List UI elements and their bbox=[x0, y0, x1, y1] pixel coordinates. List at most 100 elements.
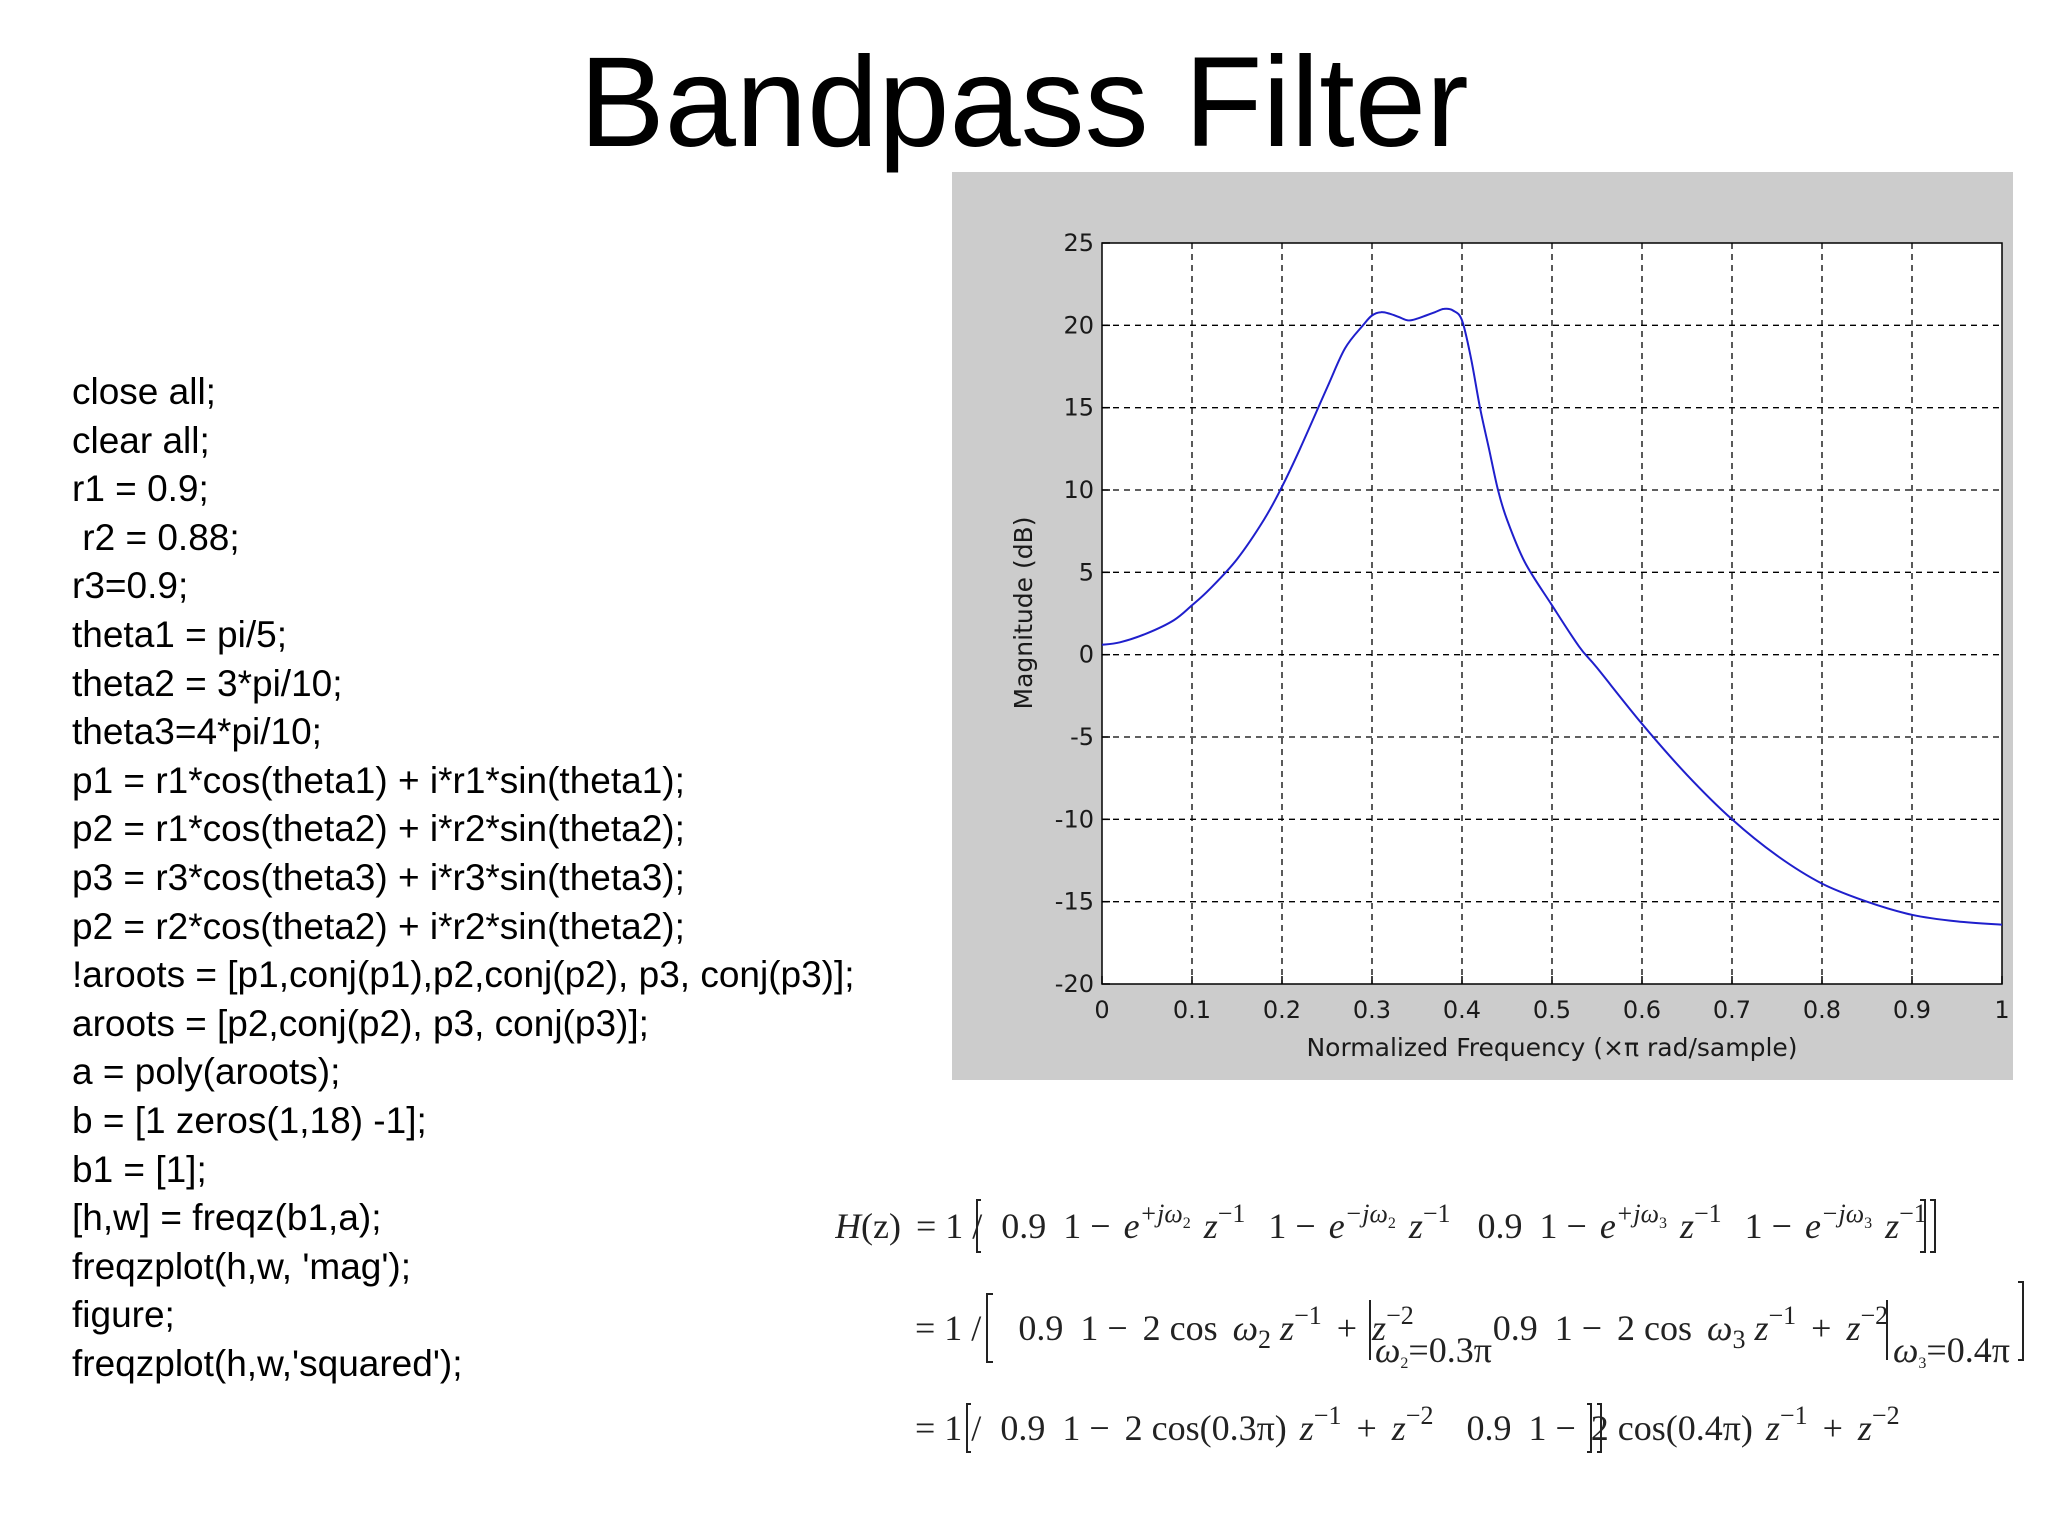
frequency-response-chart: 0 0.1 0.2 0.3 0.4 0.5 0.6 0.7 0.8 0.9 1 -20 -15 -10 -5… bbox=[952, 172, 2013, 1080]
code-line: r3=0.9; bbox=[72, 565, 189, 607]
eq1-sub-b: 2 bbox=[1388, 1215, 1396, 1232]
code-line: p1 = r1*cos(theta1) + i*r1*sin(theta1); bbox=[72, 759, 685, 801]
x-tick-label: 0.5 bbox=[1533, 996, 1571, 1024]
code-line: r2 = 0.88; bbox=[72, 516, 240, 558]
tick-labels: 0 0.1 0.2 0.3 0.4 0.5 0.6 0.7 0.8 0.9 1 -20 -15 -10 -5… bbox=[1055, 229, 2010, 1024]
eq1-z-b: z bbox=[1408, 1206, 1423, 1246]
series-line-magnitude bbox=[1101, 307, 2003, 926]
code-line: !aroots = [p1,conj(p1),p2,conj(p2), p3, … bbox=[72, 954, 855, 996]
eq1-exp-b: −jω bbox=[1345, 1199, 1388, 1228]
eq1-coef-b: 0.9 bbox=[1478, 1206, 1523, 1246]
eq3-plus-b: + bbox=[1823, 1408, 1843, 1448]
eq3-zinv2-b: −2 bbox=[1872, 1401, 1900, 1430]
eq1-zinv-c: −1 bbox=[1694, 1199, 1722, 1228]
x-tick-label: 0.2 bbox=[1263, 996, 1301, 1024]
eq1-brackets bbox=[976, 1199, 1936, 1253]
eq2-one-minus-a: 1 − bbox=[1080, 1308, 1127, 1348]
eq1-one-minus-d: 1 − bbox=[1745, 1206, 1792, 1246]
eq3-one-minus-a: 1 − bbox=[1062, 1408, 1109, 1448]
y-tick-label: -10 bbox=[1055, 805, 1094, 833]
eq1-exp-a: +jω bbox=[1140, 1199, 1183, 1228]
code-line: p2 = r2*cos(theta2) + i*r2*sin(theta2); bbox=[72, 905, 685, 947]
eq1-z-d: z bbox=[1884, 1206, 1899, 1246]
eq2-eval-w3: ω3=0.4π bbox=[1893, 1330, 2010, 1372]
eq3-one-over: = 1 / bbox=[915, 1408, 981, 1448]
eq3-z-a: z bbox=[1299, 1408, 1314, 1448]
x-axis-label: Normalized Frequency (×π rad/sample) bbox=[1306, 1033, 1797, 1062]
x-tick-label: 1 bbox=[1994, 996, 2009, 1024]
eq2-two-cos-a: 2 cos bbox=[1143, 1308, 1218, 1348]
eq2-zinv-b: −1 bbox=[1768, 1301, 1796, 1330]
eq2-z2-b: z bbox=[1845, 1308, 1860, 1348]
eq2-one-minus-b: 1 − bbox=[1555, 1308, 1602, 1348]
code-line: r1 = 0.9; bbox=[72, 468, 209, 510]
eq2-plus-b: + bbox=[1811, 1308, 1831, 1348]
code-line: freqzplot(h,w, 'mag'); bbox=[72, 1245, 412, 1287]
eq3-zinv-b: −1 bbox=[1780, 1401, 1808, 1430]
eq1-z-a: z bbox=[1203, 1206, 1218, 1246]
eq2-coef-b: 0.9 bbox=[1493, 1308, 1538, 1348]
y-tick-label: 20 bbox=[1063, 311, 1094, 339]
eq3-coef-a: 0.9 bbox=[1000, 1408, 1045, 1448]
chart-svg: 0 0.1 0.2 0.3 0.4 0.5 0.6 0.7 0.8 0.9 1 -20 -15 -10 -5… bbox=[952, 172, 2013, 1080]
eq1-e-b: e bbox=[1329, 1206, 1345, 1246]
eq1-e-c: e bbox=[1600, 1206, 1616, 1246]
eq2-sub-b: 3 bbox=[1732, 1325, 1745, 1354]
slide-title: Bandpass Filter bbox=[579, 31, 1469, 174]
x-tick-label: 0.4 bbox=[1443, 996, 1481, 1024]
eq3-cos03: 2 cos(0.3π) bbox=[1125, 1408, 1287, 1448]
code-line: figure; bbox=[72, 1294, 175, 1336]
y-tick-label: 10 bbox=[1063, 476, 1094, 504]
eq2-coef-a: 0.9 bbox=[1018, 1308, 1063, 1348]
eq2-z-b: z bbox=[1753, 1308, 1768, 1348]
x-tick-label: 0.9 bbox=[1893, 996, 1931, 1024]
eq3-zinv2-a: −2 bbox=[1406, 1401, 1434, 1430]
eq1-one-minus-b: 1 − bbox=[1268, 1206, 1315, 1246]
eq1-exp-d: −jω bbox=[1821, 1199, 1864, 1228]
eq1-sub-c: 3 bbox=[1659, 1215, 1667, 1232]
eq1-zinv-d: −1 bbox=[1899, 1199, 1927, 1228]
y-tick-label: 15 bbox=[1063, 394, 1094, 422]
eq3-z2-b: z bbox=[1857, 1408, 1872, 1448]
y-tick-label: -20 bbox=[1055, 970, 1094, 998]
eq1-sub-a: 2 bbox=[1183, 1215, 1191, 1232]
eq2-eval-w2: ω2=0.3π bbox=[1375, 1330, 1492, 1372]
code-line: theta3=4*pi/10; bbox=[72, 711, 322, 753]
eq3-z2-a: z bbox=[1391, 1408, 1406, 1448]
eq1-one-minus-a: 1 − bbox=[1063, 1206, 1110, 1246]
code-line: p2 = r1*cos(theta2) + i*r2*sin(theta2); bbox=[72, 808, 685, 850]
eq1-H: H bbox=[835, 1206, 863, 1246]
y-tick-label: 25 bbox=[1063, 229, 1094, 257]
eq-line-3: = 1 / 0.9 1 − 2 cos(0.3π) z−1 + z−2 0.9 … bbox=[915, 1392, 1900, 1448]
x-tick-label: 0.6 bbox=[1623, 996, 1661, 1024]
code-line: aroots = [p2,conj(p2), p3, conj(p3)]; bbox=[72, 1002, 649, 1044]
eq3-coef-b: 0.9 bbox=[1466, 1408, 1511, 1448]
eq2-z-a: z bbox=[1279, 1308, 1294, 1348]
code-line: freqzplot(h,w,'squared'); bbox=[72, 1342, 463, 1384]
eq1-one-minus-c: 1 − bbox=[1540, 1206, 1587, 1246]
eq2-omega-a: ω bbox=[1233, 1308, 1258, 1348]
eq1-one-over: = 1 / bbox=[916, 1206, 982, 1246]
eq1-exp-c: +jω bbox=[1616, 1199, 1659, 1228]
code-line: theta1 = pi/5; bbox=[72, 613, 287, 655]
eq1-arg: (z) bbox=[861, 1206, 901, 1246]
eq1-e-a: e bbox=[1124, 1206, 1140, 1246]
x-tick-label: 0.1 bbox=[1173, 996, 1211, 1024]
y-tick-label: -5 bbox=[1070, 723, 1094, 751]
eq2-zinv-a: −1 bbox=[1294, 1301, 1322, 1330]
code-line: close all; bbox=[72, 371, 216, 412]
eq2-brackets bbox=[986, 1281, 2024, 1363]
eq-line-2: = 1 / 0.9 1 − 2 cos ω2 z−1 + z−2 0.9 1 −… bbox=[915, 1292, 1888, 1356]
eq2-two-cos-b: 2 cos bbox=[1617, 1308, 1692, 1348]
eq2-zinv2-a: −2 bbox=[1386, 1301, 1414, 1330]
code-line: b = [1 zeros(1,18) -1]; bbox=[72, 1099, 427, 1141]
eq1-coef-a: 0.9 bbox=[1001, 1206, 1046, 1246]
x-tick-label: 0 bbox=[1094, 996, 1109, 1024]
code-listing: close all; clear all; r1 = 0.9; r2 = 0.88;… bbox=[72, 368, 855, 1388]
code-line: clear all; bbox=[72, 419, 210, 461]
eq2-z2-a: z bbox=[1371, 1308, 1386, 1348]
transfer-function-equations: H(z) = 1 / 0.9 1 − e+jω2 z−1 1 − e−jω2 z… bbox=[835, 1190, 2035, 1490]
grid-lines bbox=[1102, 243, 2002, 984]
eq2-plus-a: + bbox=[1337, 1308, 1357, 1348]
eq3-z-b: z bbox=[1765, 1408, 1780, 1448]
